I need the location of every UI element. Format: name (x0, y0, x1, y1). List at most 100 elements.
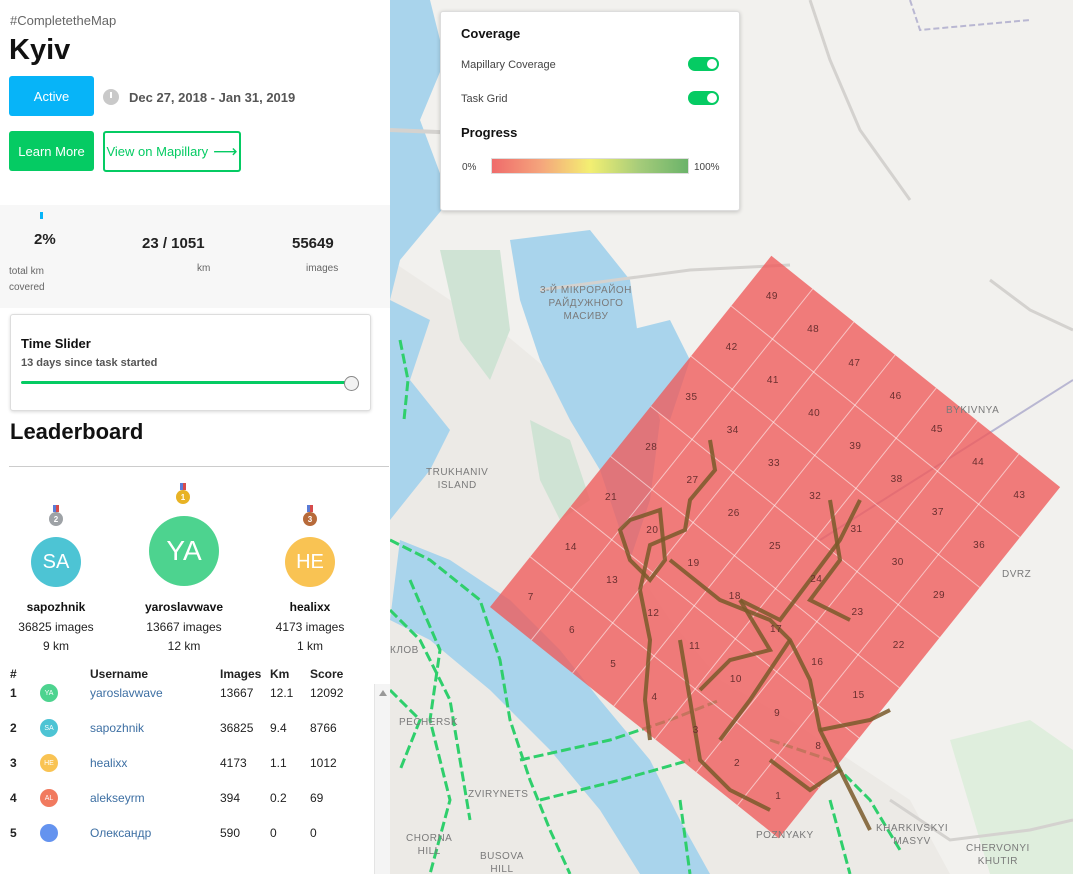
map-label-chervonyi-khutir: CHERVONYI KHUTIR (966, 843, 1030, 867)
grid-cell-label[interactable]: 37 (931, 506, 944, 518)
task-dates: Dec 27, 2018 - Jan 31, 2019 (129, 90, 296, 105)
grid-cell-label[interactable]: 35 (685, 391, 698, 403)
grid-cell-label[interactable]: 41 (766, 374, 779, 386)
grid-cell-label[interactable]: 45 (930, 423, 943, 435)
row-username-link[interactable]: yaroslavwave (90, 686, 163, 700)
km-value: 23 / 1051 (142, 235, 205, 252)
podium-3-name[interactable]: healixx (289, 600, 331, 614)
grid-cell-label[interactable]: 43 (1013, 489, 1026, 501)
mapillary-coverage-toggle[interactable] (688, 57, 719, 71)
row-score: 8766 (310, 721, 337, 735)
grid-cell-label[interactable]: 32 (809, 490, 822, 502)
grid-cell-label[interactable]: 36 (973, 539, 986, 551)
progress-title: Progress (461, 125, 518, 140)
row-images: 590 (220, 826, 241, 840)
row-images: 36825 (220, 721, 254, 735)
grid-cell-label[interactable]: 4 (651, 691, 658, 703)
grid-cell-label[interactable]: 27 (686, 474, 699, 486)
row-username-link[interactable]: healixx (90, 756, 128, 770)
podium-2-name[interactable]: sapozhnik (26, 600, 86, 614)
grid-cell-label[interactable]: 17 (770, 624, 783, 636)
row-score: 12092 (310, 686, 344, 700)
col-images-header[interactable]: Images (220, 667, 262, 681)
grid-cell-label[interactable]: 1 (775, 790, 782, 802)
learn-more-button[interactable]: Learn More (9, 131, 94, 171)
col-rank-header: # (10, 667, 17, 681)
grid-cell-label[interactable]: 2 (733, 757, 740, 769)
time-slider-track[interactable] (21, 381, 352, 384)
grid-cell-label[interactable]: 13 (606, 575, 619, 587)
grid-cell-label[interactable]: 6 (568, 625, 575, 637)
row-username-link[interactable]: sapozhnik (90, 721, 145, 735)
grid-cell-label[interactable]: 29 (932, 590, 946, 602)
grid-cell-label[interactable]: 16 (811, 657, 824, 669)
grid-cell-label[interactable]: 9 (774, 707, 781, 719)
podium-1-images: 13667 images (146, 620, 222, 634)
stats-panel: 2% total km covered 23 / 1051 km 55649 im… (0, 205, 390, 308)
row-rank: 5 (10, 826, 17, 840)
grid-cell-label[interactable]: 26 (727, 508, 740, 520)
col-username-header[interactable]: Username (90, 667, 149, 681)
grid-cell-label[interactable]: 44 (972, 456, 985, 468)
grid-cell-label[interactable]: 34 (726, 424, 739, 436)
map-view[interactable]: 1 2 3 4 5 6 7 8 9 10 11 12 13 14 15 16 17 18 19 20 21 22 23 24 2… (390, 0, 1073, 874)
grid-cell-label[interactable]: 48 (807, 324, 820, 336)
avatar-podium-3: HE (285, 537, 335, 587)
row-rank: 2 (10, 721, 17, 735)
col-km-header[interactable]: Km (270, 667, 290, 681)
grid-cell-label[interactable]: 19 (687, 558, 700, 570)
grid-cell-label[interactable]: 21 (605, 492, 618, 504)
grid-cell-label[interactable]: 40 (808, 407, 821, 419)
grid-cell-label[interactable]: 42 (725, 341, 738, 353)
grid-cell-label[interactable]: 12 (647, 608, 660, 620)
map-label-bykivnya: BYKIVNYA (946, 405, 1000, 416)
leaderboard-divider (9, 466, 389, 467)
grid-cell-label[interactable]: 15 (852, 690, 865, 702)
grid-cell-label[interactable]: 28 (645, 441, 658, 453)
grid-cell-label[interactable]: 5 (610, 658, 617, 670)
grid-cell-label[interactable]: 14 (564, 542, 577, 554)
grid-cell-label[interactable]: 20 (646, 525, 659, 537)
task-grid-toggle[interactable] (688, 91, 719, 105)
view-on-mapillary-button[interactable]: View on Mapillary ⟶ (103, 131, 241, 172)
gold-medal-icon: 1 (176, 483, 190, 504)
task-hashtag: #CompletetheMap (10, 13, 117, 28)
grid-cell-label[interactable]: 7 (527, 592, 534, 604)
task-grid-label: Task Grid (461, 93, 508, 105)
map-label-klov: КЛОВ (390, 645, 419, 656)
grid-cell-label[interactable]: 30 (891, 556, 904, 568)
grid-cell-label[interactable]: 23 (851, 607, 864, 619)
grid-cell-label[interactable]: 47 (848, 357, 861, 369)
grid-cell-label[interactable]: 25 (768, 541, 782, 553)
percent-covered: 2% (34, 231, 56, 248)
scrollbar[interactable] (374, 684, 390, 874)
map-label-poznyaky: POZNYAKY (756, 830, 814, 841)
map-label-trukhaniv: TRUKHANIV ISLAND (426, 467, 489, 491)
grid-cell-label[interactable]: 11 (688, 641, 701, 653)
map-label-dvrz: DVRZ (1002, 569, 1032, 580)
grid-cell-label[interactable]: 38 (890, 473, 903, 485)
grid-cell-label[interactable]: 10 (729, 674, 742, 686)
grid-cell-label[interactable]: 24 (810, 574, 823, 586)
col-score-header[interactable]: Score (310, 667, 344, 681)
podium-3-km: 1 km (296, 639, 323, 653)
grid-cell-label[interactable]: 49 (765, 291, 778, 303)
coverage-panel: Coverage Mapillary Coverage Task Grid Pr… (440, 11, 740, 211)
podium-1-name[interactable]: yaroslavwave (144, 600, 224, 614)
row-km: 0.2 (270, 791, 287, 805)
grid-cell-label[interactable]: 33 (767, 457, 781, 469)
grid-cell-label[interactable]: 22 (892, 640, 905, 652)
grid-cell-label[interactable]: 31 (850, 523, 863, 535)
grid-cell-label[interactable]: 8 (815, 740, 822, 752)
grid-cell-label[interactable]: 39 (849, 440, 862, 452)
images-label: images (306, 263, 339, 274)
time-slider-title: Time Slider (21, 336, 91, 351)
grid-cell-label[interactable]: 3 (692, 724, 699, 736)
status-active-button[interactable]: Active (9, 76, 94, 116)
time-slider-handle[interactable] (344, 376, 359, 391)
map-canvas[interactable] (390, 0, 1073, 874)
grid-cell-label[interactable]: 18 (728, 591, 741, 603)
grid-cell-label[interactable]: 46 (889, 390, 902, 402)
row-username-link[interactable]: Олександр (90, 826, 152, 840)
row-username-link[interactable]: alekseyrm (90, 791, 145, 805)
